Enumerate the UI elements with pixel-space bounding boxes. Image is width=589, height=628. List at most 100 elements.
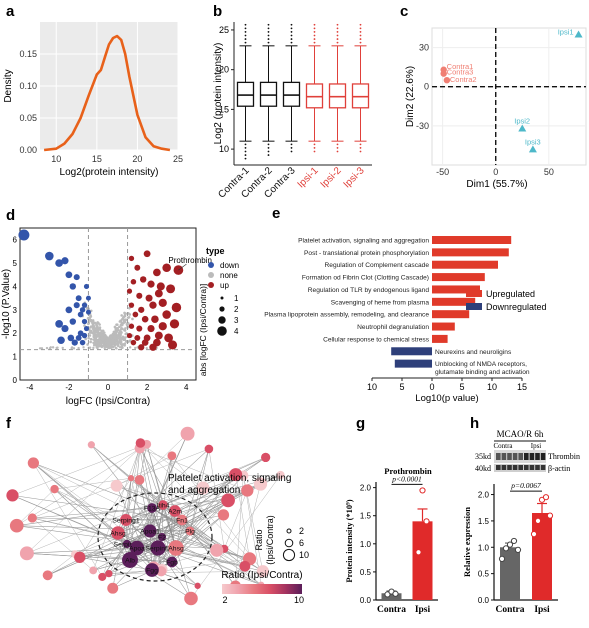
legend-size-label: 6 xyxy=(299,538,304,548)
volcano-point-none xyxy=(121,316,125,320)
volcano-point-up xyxy=(139,276,147,283)
x-tick-label: 20 xyxy=(132,154,142,164)
blot-kda-label: 40kd xyxy=(475,464,491,473)
bar-upregulated xyxy=(432,248,509,257)
legend-type-label: none xyxy=(220,271,238,280)
y-tick-label: 3 xyxy=(13,306,18,315)
network-node-label: Alb xyxy=(125,558,135,565)
point-label: Contra1 xyxy=(447,62,474,71)
outlier-point xyxy=(313,147,316,149)
network-edge xyxy=(26,547,138,554)
outlier-point xyxy=(336,34,339,37)
volcano-point-none xyxy=(106,346,110,349)
volcano-point-none xyxy=(87,322,90,326)
volcano-point-none xyxy=(118,346,122,349)
volcano-point-none xyxy=(95,338,99,342)
volcano-point-none xyxy=(128,306,131,310)
panel-label-h: h xyxy=(470,415,479,432)
volcano-point-none xyxy=(89,340,92,344)
network-node xyxy=(87,441,95,449)
network-edge xyxy=(79,478,132,558)
network-edge xyxy=(160,510,176,572)
outlier-point xyxy=(359,143,362,146)
volcano-point-up xyxy=(128,255,135,262)
network-edge xyxy=(33,462,119,534)
category-label: Regulation od TLR by endogenous ligand xyxy=(308,287,430,294)
outlier-point xyxy=(244,143,247,146)
network-node xyxy=(122,539,132,549)
legend-type-swatch xyxy=(208,262,214,268)
point-label: Ipsi2 xyxy=(514,116,530,125)
volcano-chart: Prothrombin -4 -2 0 2 4 0 1 2 3 4 5 6 logFC (Ipsi/Con… xyxy=(1,227,239,407)
y-tick-label: 1.5 xyxy=(478,517,490,526)
outlier-point xyxy=(313,23,316,26)
network-edge xyxy=(12,444,147,496)
network-edge xyxy=(16,444,147,526)
outlier-point xyxy=(267,27,270,30)
category-label: Regulation of Complement cascade xyxy=(325,262,430,269)
data-point xyxy=(423,518,430,525)
volcano-point-none xyxy=(98,326,102,329)
volcano-point-up xyxy=(126,288,133,294)
network-edge xyxy=(16,525,191,532)
bar-upregulated xyxy=(432,310,470,319)
bar-downregulated xyxy=(391,347,432,356)
volcano-point-up xyxy=(134,264,141,271)
volcano-point-down xyxy=(18,229,30,241)
volcano-point-down xyxy=(67,334,75,342)
network-edge xyxy=(126,478,132,545)
volcano-point-none xyxy=(121,335,125,339)
volcano-point-none xyxy=(134,346,137,350)
y-tick-label: 0.0 xyxy=(360,596,372,605)
volcano-point-none xyxy=(87,336,90,340)
point-label: Contra2 xyxy=(450,75,477,84)
outlier-point xyxy=(267,41,270,44)
network-node xyxy=(276,470,285,480)
volcano-point-none xyxy=(131,317,134,321)
volcano-point-none xyxy=(49,346,52,349)
volcano-point-up xyxy=(154,331,163,340)
outlier-point xyxy=(244,147,247,149)
network-node xyxy=(145,563,159,577)
network-node xyxy=(27,513,37,523)
network-node xyxy=(167,451,177,461)
data-point xyxy=(498,555,506,562)
category-label: Post - translational protein phosphoryla… xyxy=(304,250,429,257)
volcano-point-none xyxy=(92,327,96,331)
outlier-point xyxy=(290,27,293,30)
network-node xyxy=(107,582,119,594)
volcano-point-up xyxy=(154,289,163,298)
blot-band-actin xyxy=(540,465,546,470)
outlier-point xyxy=(267,143,270,146)
outlier-point xyxy=(359,150,362,153)
volcano-point-down xyxy=(77,330,84,337)
y-tick-label: 5 xyxy=(13,259,18,268)
outlier-point xyxy=(244,150,247,153)
volcano-point-down xyxy=(79,307,86,313)
volcano-point-down xyxy=(85,295,91,301)
volcano-point-none xyxy=(120,321,124,324)
data-point xyxy=(546,512,554,519)
volcano-point-down xyxy=(55,259,63,267)
volcano-point-down xyxy=(73,274,80,281)
category-label: Neutrophil degranulation xyxy=(357,324,429,331)
data-point xyxy=(506,541,514,548)
volcano-point-down xyxy=(55,320,63,328)
x-tick-label: 15 xyxy=(517,382,527,392)
volcano-point-none xyxy=(92,324,95,327)
volcano-point-up xyxy=(141,339,149,346)
panel-label-d: d xyxy=(6,207,15,224)
legend-size-label: 2 xyxy=(234,305,239,314)
legend-type-title: type xyxy=(206,246,225,256)
volcano-point-down xyxy=(83,325,90,332)
network-node xyxy=(176,514,188,526)
network-node xyxy=(256,565,269,578)
volcano-point-none xyxy=(89,325,93,328)
volcano-point-up xyxy=(143,250,151,258)
network-node-label: F2 xyxy=(158,535,166,542)
network-node-label: Fgb xyxy=(166,560,178,567)
category-label: Formation od Fibrin Clot (Clotting Casca… xyxy=(302,275,429,282)
bar-upregulated xyxy=(432,236,512,244)
volcano-point-up xyxy=(136,292,143,299)
